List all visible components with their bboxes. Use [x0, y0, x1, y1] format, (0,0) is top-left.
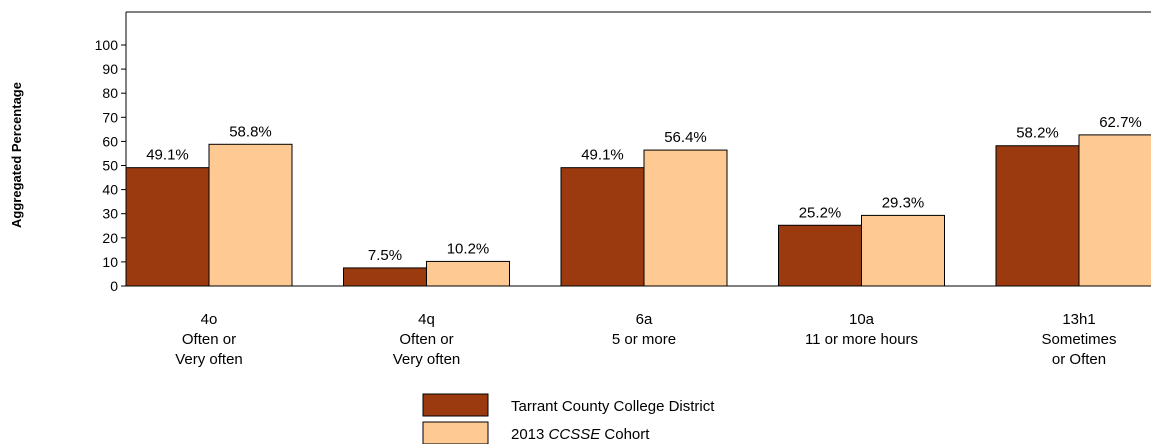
legend-label-part: 2013 [511, 426, 549, 443]
bar [560, 167, 645, 287]
data-label: 10.2% [447, 240, 490, 257]
category-label: 4q [418, 311, 435, 328]
legend-label: 2013 CCSSE Cohort [511, 426, 650, 443]
data-label: 58.8% [229, 123, 272, 140]
data-label: 49.1% [146, 147, 189, 164]
y-axis-label: Aggregated Percentage [9, 82, 24, 228]
y-tick-label: 50 [102, 158, 118, 174]
y-tick-label: 100 [95, 37, 119, 53]
y-tick-label: 90 [102, 61, 118, 77]
y-tick-label: 70 [102, 109, 118, 125]
category-label: Very often [175, 351, 243, 368]
bar [778, 224, 862, 287]
y-tick-label: 0 [110, 278, 118, 294]
x-axis: 4o Often or Very often 4q Often or Very often… [175, 311, 1116, 368]
bar [426, 260, 510, 287]
legend-swatch [422, 393, 489, 417]
bar [643, 149, 728, 287]
category-label: 5 or more [612, 331, 676, 348]
data-label: 29.3% [882, 194, 925, 211]
data-label: 62.7% [1099, 114, 1142, 131]
bar [125, 167, 210, 287]
y-tick-label: 10 [102, 254, 118, 270]
category-label: 6a [636, 311, 653, 328]
legend: Tarrant County College District 2013 CCSS… [422, 393, 715, 444]
data-label: 56.4% [664, 129, 707, 146]
legend-label-part: CCSSE [549, 426, 602, 443]
data-label: 49.1% [581, 147, 624, 164]
data-label: 58.2% [1016, 125, 1059, 142]
legend-label-part: Cohort [600, 426, 650, 443]
y-tick-label: 80 [102, 85, 118, 101]
bar [1078, 134, 1151, 287]
bars: 49.1% 7.5% 49.1% 25.2% 58.2% 58.8% 10.2% 56.4% 2… [125, 114, 1151, 287]
data-label: 7.5% [368, 247, 402, 264]
bar [995, 145, 1080, 287]
category-label: Very often [393, 351, 461, 368]
bar [208, 143, 293, 287]
y-tick-label: 30 [102, 206, 118, 222]
y-axis: 0 10 20 30 40 50 60 70 80 90 100 [95, 37, 126, 294]
y-tick-label: 60 [102, 133, 118, 149]
category-label: or Often [1052, 351, 1106, 368]
category-label: 13h1 [1062, 311, 1095, 328]
category-label: Sometimes [1041, 331, 1116, 348]
data-label: 25.2% [799, 204, 842, 221]
category-label: 11 or more hours [805, 331, 918, 348]
bar [861, 214, 945, 287]
category-label: 10a [849, 311, 875, 328]
y-tick-label: 20 [102, 230, 118, 246]
category-label: Often or [182, 331, 236, 348]
legend-label: Tarrant County College District [511, 398, 715, 415]
category-label: Often or [399, 331, 453, 348]
bar [343, 267, 427, 287]
legend-swatch [422, 421, 489, 444]
category-label: 4o [201, 311, 218, 328]
y-tick-label: 40 [102, 182, 118, 198]
